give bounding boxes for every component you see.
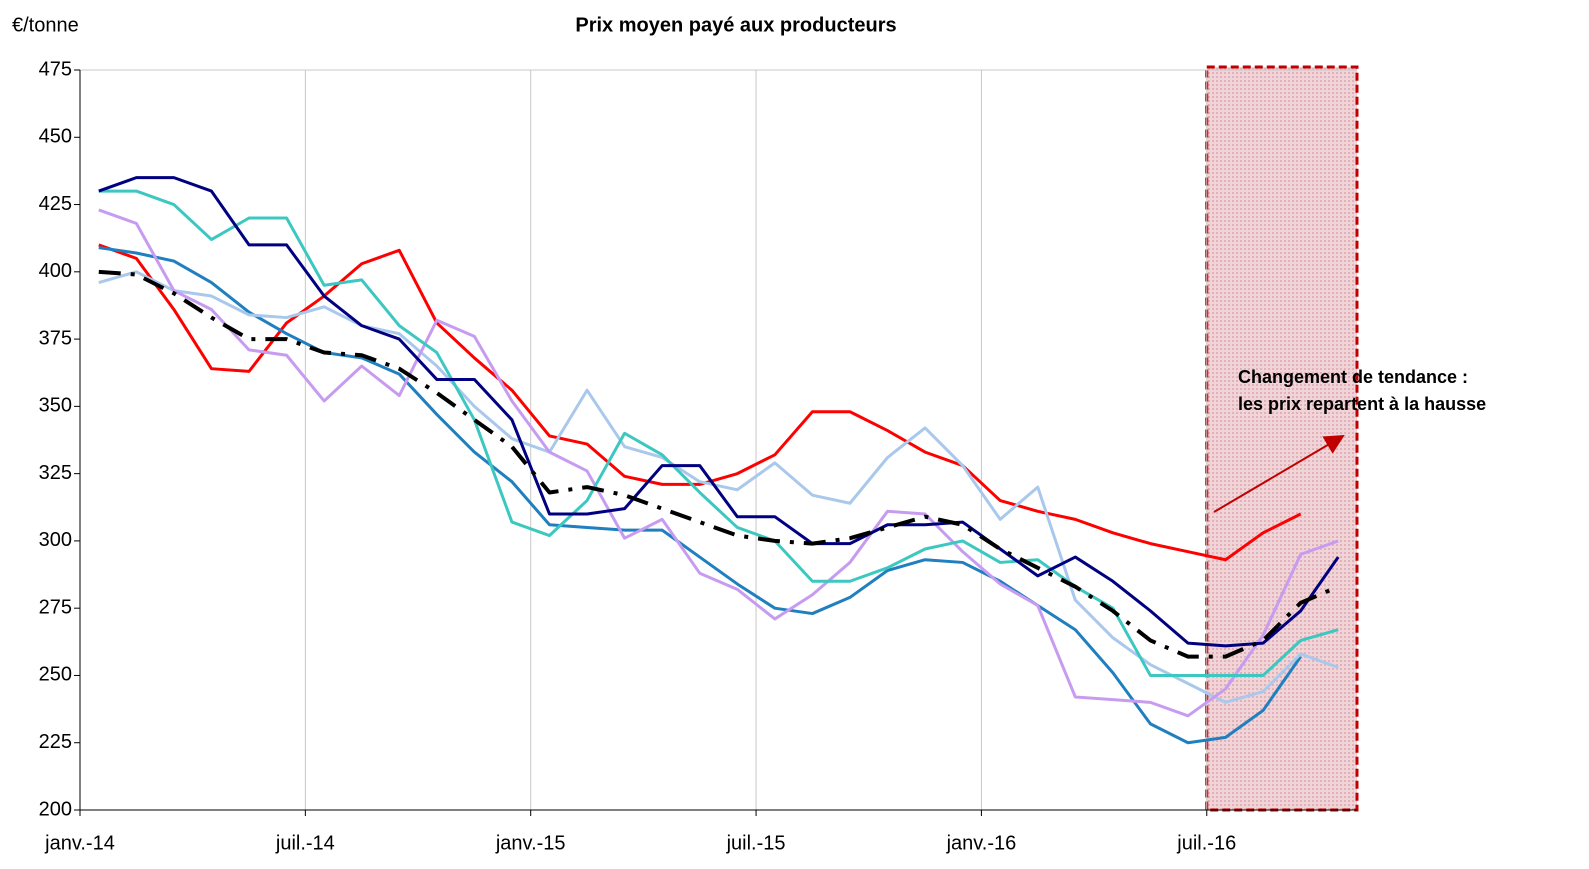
series-line xyxy=(98,269,1340,659)
chart-title: Prix moyen payé aux producteurs xyxy=(575,14,896,36)
x-tick-label: janv.-16 xyxy=(946,832,1017,854)
series-line xyxy=(98,176,1340,648)
y-tick-label: 450 xyxy=(39,126,72,148)
annotation: Changement de tendance : xyxy=(1238,367,1468,387)
y-tick-label: 375 xyxy=(39,327,72,349)
series-line xyxy=(98,270,1339,704)
x-tick-label: juil.-16 xyxy=(1176,832,1236,854)
x-tick-label: juil.-15 xyxy=(726,832,786,854)
y-tick-label: 400 xyxy=(39,260,72,282)
y-tick-label: 350 xyxy=(39,395,72,417)
x-tick-label: janv.-14 xyxy=(44,832,115,854)
y-tick-label: 475 xyxy=(39,58,72,80)
y-tick-label: 225 xyxy=(39,731,72,753)
y-axis-label: €/tonne xyxy=(12,14,79,36)
series-line xyxy=(98,189,1339,677)
y-tick-label: 250 xyxy=(39,664,72,686)
series-line xyxy=(98,246,1302,745)
y-tick-label: 275 xyxy=(39,596,72,618)
series-line xyxy=(98,208,1339,718)
y-tick-label: 425 xyxy=(39,193,72,215)
x-tick-label: janv.-15 xyxy=(495,832,566,854)
y-tick-label: 325 xyxy=(39,462,72,484)
series-line xyxy=(98,243,1302,562)
y-tick-label: 200 xyxy=(39,798,72,820)
highlight-region xyxy=(1205,65,1359,812)
annotation: les prix repartent à la hausse xyxy=(1238,394,1486,414)
y-tick-label: 300 xyxy=(39,529,72,551)
x-tick-label: juil.-14 xyxy=(275,832,335,854)
annotation-arrow xyxy=(1213,434,1345,513)
